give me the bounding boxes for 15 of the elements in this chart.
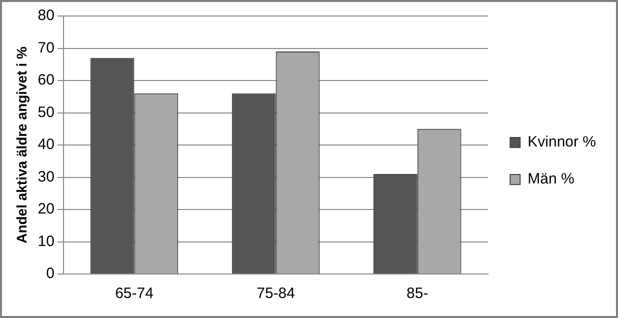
y-tick-label: 40 (38, 136, 54, 154)
y-tick-label: 30 (38, 168, 54, 186)
legend-label: Kvinnor % (528, 134, 596, 151)
y-tick-label: 20 (38, 200, 54, 218)
y-tick-label: 10 (38, 232, 54, 250)
legend-label: Män % (528, 170, 574, 188)
x-tick-label: 75-84 (256, 285, 295, 302)
y-tick-label: 80 (38, 7, 54, 24)
y-tick-label: 50 (38, 104, 54, 121)
y-tick-label: 0 (46, 265, 54, 282)
y-tick-label: 60 (38, 72, 54, 89)
y-tick-label: 70 (38, 39, 54, 56)
x-tick-label: 65-74 (115, 285, 154, 302)
y-axis-title: Andel aktiva äldre angivet i % (13, 46, 30, 244)
x-tick-label: 85- (406, 285, 428, 302)
